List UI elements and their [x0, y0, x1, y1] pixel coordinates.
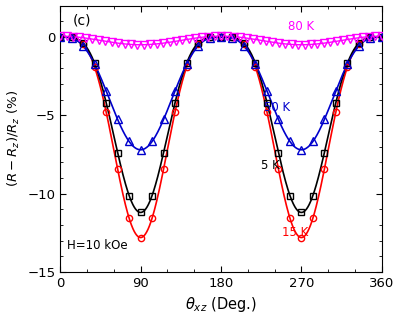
- X-axis label: $\theta_{xz}$ (Deg.): $\theta_{xz}$ (Deg.): [185, 295, 257, 315]
- Text: (c): (c): [73, 13, 92, 28]
- Text: 15 K: 15 K: [282, 226, 308, 239]
- Text: 80 K: 80 K: [288, 20, 314, 33]
- Text: 50 K: 50 K: [264, 101, 290, 114]
- Text: H=10 kOe: H=10 kOe: [67, 238, 128, 252]
- Y-axis label: $(R-R_z)/R_z$ (%): $(R-R_z)/R_z$ (%): [6, 90, 22, 187]
- Text: 5 K: 5 K: [261, 159, 280, 172]
